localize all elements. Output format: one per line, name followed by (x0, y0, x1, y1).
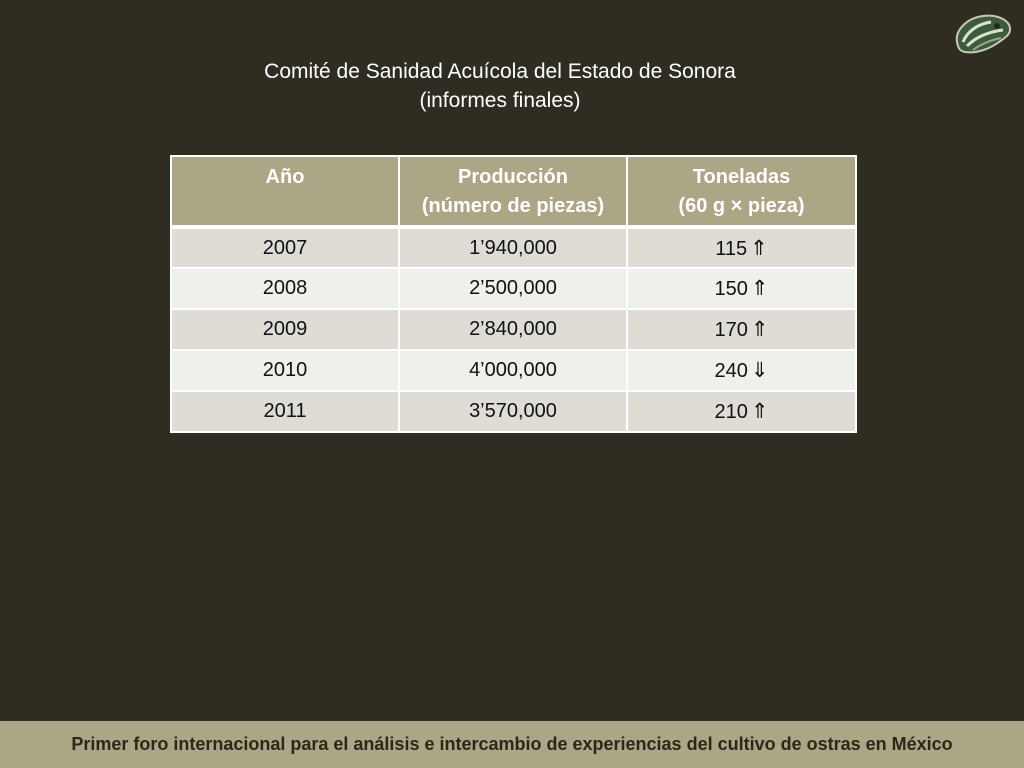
header-year: Año (170, 155, 400, 229)
arrow-up-icon: ⇑ (750, 317, 769, 341)
arrow-down-icon: ⇓ (750, 358, 769, 382)
header-production: Producción (número de piezas) (398, 155, 628, 229)
cell-production: 2’500,000 (398, 267, 628, 310)
cell-tons: 210 ⇑ (626, 390, 857, 433)
tons-value: 210 (714, 401, 748, 423)
cell-tons: 170 ⇑ (626, 308, 857, 351)
cell-year: 2010 (170, 349, 400, 392)
header-year-label: Año (265, 166, 305, 188)
footer-text: Primer foro internacional para el anális… (71, 734, 953, 754)
table-row: 2007 1’940,000 115 ⇑ (170, 226, 857, 269)
cell-production: 4’000,000 (398, 349, 628, 392)
arrow-up-icon: ⇑ (750, 399, 769, 423)
table-row: 2011 3’570,000 210 ⇑ (170, 390, 857, 433)
cell-production: 3’570,000 (398, 390, 628, 433)
oyster-logo-icon (955, 14, 1012, 54)
cell-year: 2008 (170, 267, 400, 310)
cell-tons: 115 ⇑ (626, 226, 857, 269)
cell-production: 2’840,000 (398, 308, 628, 351)
tons-value: 150 (714, 278, 748, 300)
footer-bar: Primer foro internacional para el anális… (0, 721, 1024, 768)
arrow-up-icon: ⇑ (750, 276, 769, 300)
table-row: 2008 2’500,000 150 ⇑ (170, 267, 857, 310)
tons-value: 170 (714, 319, 748, 341)
tons-value: 115 (715, 237, 748, 260)
cell-year: 2011 (170, 390, 400, 433)
slide-title: Comité de Sanidad Acuícola del Estado de… (0, 57, 1000, 115)
header-tons: Toneladas (60 g × pieza) (626, 155, 857, 229)
header-production-label: Producción (457, 166, 568, 188)
cell-tons: 150 ⇑ (626, 267, 857, 310)
header-tons-sublabel: (60 g × pieza) (678, 195, 805, 217)
table-row: 2009 2’840,000 170 ⇑ (170, 308, 857, 351)
title-line-1: Comité de Sanidad Acuícola del Estado de… (264, 60, 736, 83)
title-line-2: (informes finales) (419, 89, 581, 112)
tons-value: 240 (714, 360, 748, 382)
header-production-sublabel: (número de piezas) (421, 195, 605, 217)
header-tons-label: Toneladas (692, 166, 791, 188)
cell-tons: 240 ⇓ (626, 349, 857, 392)
cell-production: 1’940,000 (398, 226, 628, 269)
cell-year: 2009 (170, 308, 400, 351)
cell-year: 2007 (170, 226, 400, 269)
table-row: 2010 4’000,000 240 ⇓ (170, 349, 857, 392)
arrow-up-icon: ⇑ (750, 235, 768, 260)
production-table: Año Producción (número de piezas) Tonela… (170, 155, 857, 433)
table-header-row: Año Producción (número de piezas) Tonela… (170, 155, 857, 229)
